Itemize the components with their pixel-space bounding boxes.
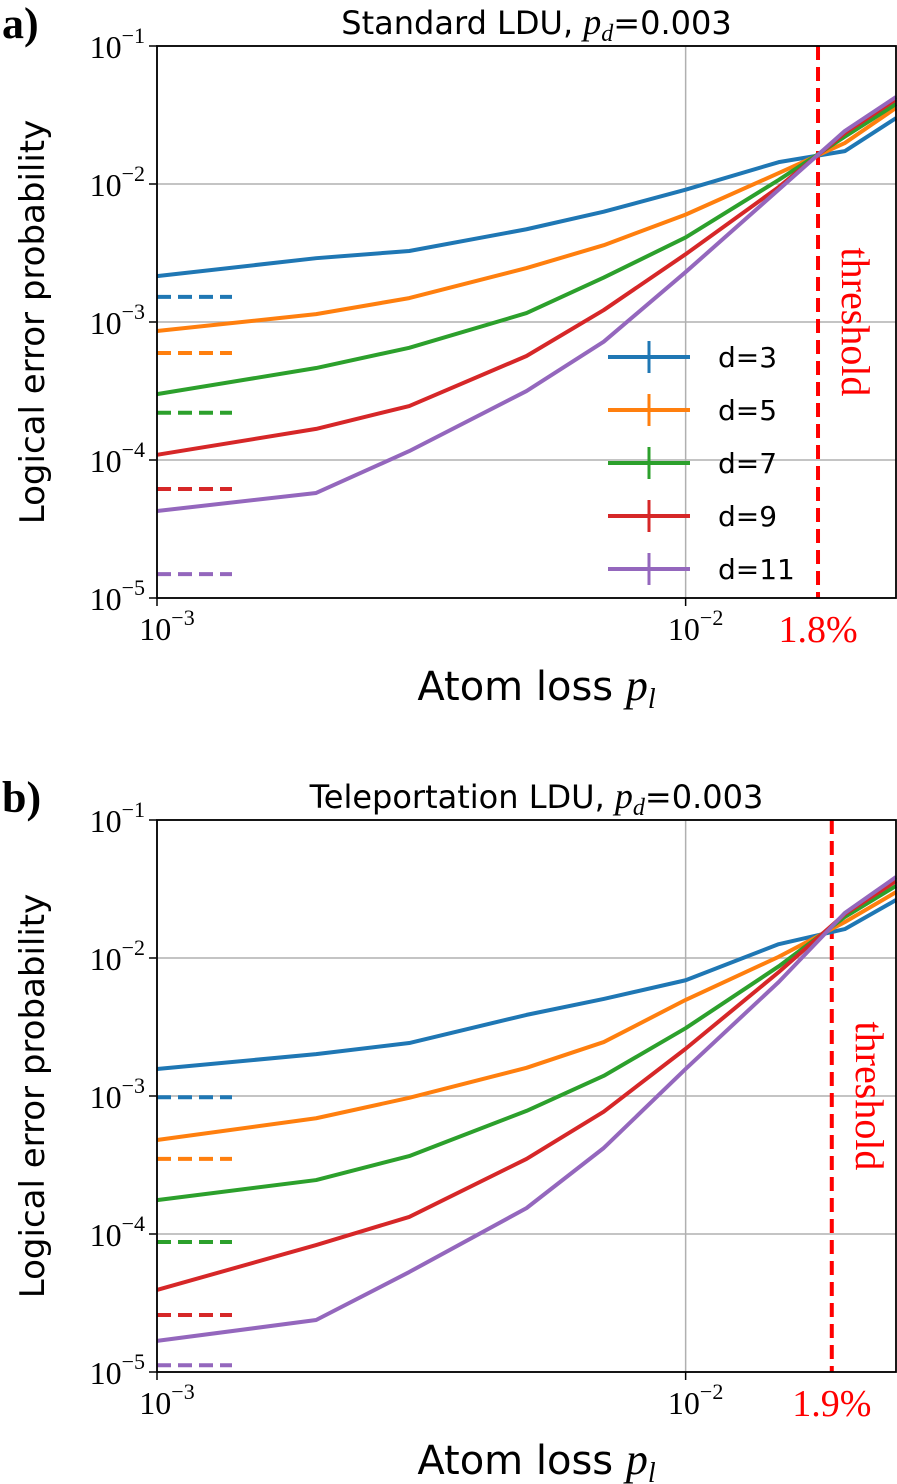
xlabel-subscript: l <box>648 684 656 715</box>
panel-label: b) <box>2 773 41 822</box>
x-axis-label: Atom loss pl <box>417 1435 655 1484</box>
tick-base: 10 <box>668 611 700 647</box>
tick-base: 10 <box>139 611 171 647</box>
tick-exponent: −5 <box>122 1349 145 1374</box>
axes-frame <box>156 45 897 599</box>
y-tick-label: 10−1 <box>90 23 145 65</box>
tick-exponent: −2 <box>700 605 723 630</box>
xlabel-subscript: l <box>648 1458 656 1484</box>
title-text: Teleportation LDU, <box>309 778 615 816</box>
tick-exponent: −3 <box>122 1073 145 1098</box>
series-line <box>156 106 897 334</box>
title-text: Standard LDU, <box>341 4 583 42</box>
x-tick-label: 10−2 <box>668 605 723 647</box>
y-tick-label: 10−3 <box>90 1073 145 1115</box>
threshold-label: 1.8% <box>778 609 857 651</box>
y-tick-label: 10−3 <box>90 299 145 341</box>
series-line <box>156 102 897 397</box>
threshold-text: threshold <box>833 248 878 397</box>
y-tick-label: 10−2 <box>90 161 145 203</box>
legend-label: d=11 <box>718 553 795 586</box>
title-symbol: p <box>612 776 633 816</box>
tick-base: 10 <box>90 581 122 617</box>
title-symbol: p <box>580 2 601 42</box>
legend-label: d=5 <box>718 394 777 427</box>
threshold-label: 1.9% <box>792 1383 871 1425</box>
y-tick-label: 10−2 <box>90 935 145 977</box>
tick-base: 10 <box>90 1217 122 1253</box>
y-tick-label: 10−4 <box>90 1211 145 1253</box>
tick-base: 10 <box>90 305 122 341</box>
tick-exponent: −4 <box>122 1211 145 1236</box>
tick-exponent: −2 <box>122 161 145 186</box>
tick-exponent: −3 <box>171 1379 194 1404</box>
tick-base: 10 <box>90 1079 122 1115</box>
series-line <box>156 884 897 1203</box>
tick-base: 10 <box>90 803 122 839</box>
tick-base: 10 <box>90 443 122 479</box>
series-line <box>156 875 897 1343</box>
chart-title: Standard LDU, pd=0.003 <box>341 2 731 47</box>
title-subscript: d <box>633 795 646 821</box>
panel: 10−510−410−310−210−110−3 10−2 1.8%threshol… <box>2 0 897 715</box>
panel: 10−510−410−310−210−110−3 10−2 1.9%threshol… <box>2 773 897 1484</box>
series-line <box>156 898 897 1071</box>
series-line <box>156 97 897 457</box>
tick-exponent: −1 <box>122 23 145 48</box>
xlabel-text: Atom loss <box>417 1438 625 1484</box>
series-line <box>156 116 897 279</box>
x-tick-label: 10−3 <box>139 1379 194 1421</box>
title-subscript: d <box>601 21 614 47</box>
xlabel-text: Atom loss <box>417 664 625 710</box>
y-tick-label: 10−5 <box>90 575 145 617</box>
x-tick-label: 10−2 <box>668 1379 723 1421</box>
tick-exponent: −3 <box>171 605 194 630</box>
y-tick-label: 10−5 <box>90 1349 145 1391</box>
title-value: =0.003 <box>645 778 763 816</box>
tick-exponent: −2 <box>700 1379 723 1404</box>
y-axis-label: Logical error probability <box>13 894 53 1298</box>
threshold-text: threshold <box>847 1022 892 1171</box>
tick-base: 10 <box>90 167 122 203</box>
legend-label: d=7 <box>718 447 777 480</box>
tick-exponent: −1 <box>122 797 145 822</box>
y-axis-label: Logical error probability <box>13 120 53 524</box>
y-tick-label: 10−1 <box>90 797 145 839</box>
title-value: =0.003 <box>613 4 731 42</box>
legend-label: d=3 <box>718 341 777 374</box>
xlabel-symbol: p <box>623 1435 648 1484</box>
tick-exponent: −5 <box>122 575 145 600</box>
xlabel-symbol: p <box>623 661 648 710</box>
tick-base: 10 <box>90 941 122 977</box>
legend-label: d=9 <box>718 500 777 533</box>
tick-base: 10 <box>139 1385 171 1421</box>
tick-base: 10 <box>90 1355 122 1391</box>
tick-exponent: −2 <box>122 935 145 960</box>
series-line <box>156 95 897 513</box>
tick-exponent: −4 <box>122 437 145 462</box>
axes-frame <box>156 819 897 1373</box>
chart-title: Teleportation LDU, pd=0.003 <box>309 776 764 821</box>
x-axis-label: Atom loss pl <box>417 661 655 715</box>
x-tick-label: 10−3 <box>139 605 194 647</box>
tick-exponent: −3 <box>122 299 145 324</box>
y-tick-label: 10−4 <box>90 437 145 479</box>
panel-label: a) <box>2 0 39 48</box>
tick-base: 10 <box>668 1385 700 1421</box>
tick-base: 10 <box>90 29 122 65</box>
